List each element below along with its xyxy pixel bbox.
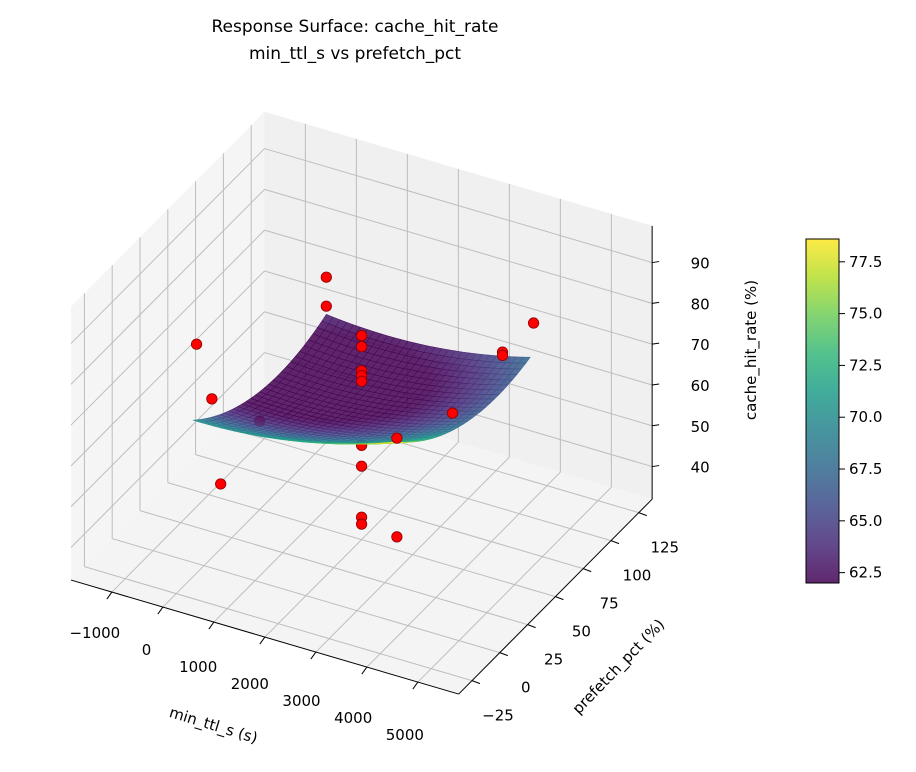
colorbar-tick-label: 72.5	[849, 356, 882, 374]
z-tick-label: 40	[691, 459, 710, 477]
data-point	[497, 350, 507, 360]
data-point	[321, 272, 331, 282]
x-tick-label: 3000	[282, 692, 320, 710]
z-tick-label: 80	[691, 295, 710, 313]
x-tick-label: 4000	[334, 709, 372, 727]
z-tick-mark	[652, 343, 659, 344]
x-tick-label: 2000	[231, 675, 269, 693]
x-tick-label: 5000	[386, 726, 424, 744]
colorbar-gradient	[806, 239, 839, 583]
y-tick-mark	[528, 625, 536, 628]
colorbar-tick-label: 67.5	[849, 460, 882, 478]
y-tick-mark	[472, 681, 480, 684]
data-point	[528, 318, 538, 328]
y-tick-label: 100	[623, 567, 652, 585]
z-tick-mark	[652, 262, 659, 263]
x-tick-mark	[260, 637, 265, 644]
x-tick-label: −1000	[69, 624, 120, 642]
x-axis-label: min_ttl_s (s)	[167, 703, 260, 748]
data-point	[356, 341, 366, 351]
data-point	[392, 532, 402, 542]
data-point	[392, 433, 402, 443]
data-point	[215, 479, 225, 489]
z-tick-label: 70	[691, 336, 710, 354]
z-tick-label: 60	[691, 377, 710, 395]
chart-title: Response Surface: cache_hit_rate	[212, 17, 499, 37]
data-point	[207, 394, 217, 404]
z-axis-label: cache_hit_rate (%)	[742, 280, 761, 420]
x-tick-mark	[413, 682, 418, 689]
x-tick-label: 0	[142, 641, 152, 659]
y-tick-mark	[500, 653, 508, 656]
y-tick-mark	[611, 541, 619, 544]
y-tick-label: 0	[521, 679, 531, 697]
x-tick-mark	[107, 592, 112, 599]
x-tick-mark	[362, 667, 367, 674]
x-tick-mark	[158, 607, 163, 614]
y-tick-label: 75	[600, 595, 619, 613]
data-point	[356, 330, 366, 340]
colorbar-tick-label: 75.0	[849, 305, 882, 323]
colorbar: 62.5 65.0 67.5 70.0 72.5 75.0 77.5	[806, 239, 882, 583]
y-tick-label: −25	[482, 707, 514, 725]
chart-subtitle: min_ttl_s vs prefetch_pct	[249, 44, 461, 64]
z-tick-mark	[652, 425, 659, 426]
data-point	[191, 339, 201, 349]
z-tick-mark	[652, 384, 659, 385]
y-tick-label: 50	[572, 623, 591, 641]
x-tick-mark	[209, 622, 214, 629]
z-tick-label: 50	[691, 418, 710, 436]
data-point	[447, 408, 457, 418]
colorbar-tick-label: 65.0	[849, 512, 882, 530]
y-tick-mark	[583, 569, 591, 572]
y-tick-label: 125	[650, 539, 679, 557]
y-tick-mark	[555, 597, 563, 600]
z-tick-mark	[652, 466, 659, 467]
data-point	[356, 461, 366, 471]
colorbar-tick-label: 62.5	[849, 564, 882, 582]
x-tick-mark	[311, 652, 316, 659]
data-point	[321, 301, 331, 311]
data-point	[356, 376, 366, 386]
z-tick-mark	[652, 302, 659, 303]
data-point	[356, 519, 366, 529]
y-tick-mark	[639, 513, 647, 516]
colorbar-tick-label: 70.0	[849, 408, 882, 426]
z-tick-label: 90	[691, 255, 710, 273]
colorbar-tick-label: 77.5	[849, 253, 882, 271]
x-tick-label: 1000	[179, 658, 217, 676]
y-tick-label: 25	[544, 651, 563, 669]
